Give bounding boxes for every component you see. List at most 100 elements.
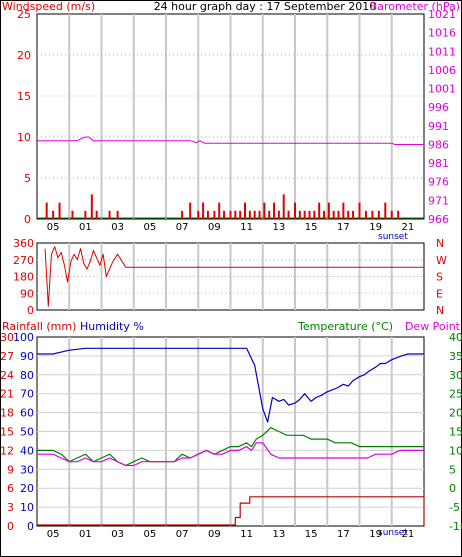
temperature-axis-label: Temperature (°C): [297, 320, 393, 333]
p3-x-tick-label-4: 07: [176, 529, 189, 540]
humidity-tick-6: 40: [20, 444, 34, 457]
p1-x-tick-label-6: 11: [240, 222, 253, 233]
p3-x-tick-label-0: 05: [47, 529, 60, 540]
barometer-tick-986: 986: [428, 138, 449, 151]
p1-x-tick-label-9: 17: [337, 222, 350, 233]
temperature-tick-9: -5: [449, 501, 460, 514]
temperature-tick-10: -10: [449, 520, 462, 533]
direction-tick-180: 180: [13, 271, 34, 284]
temperature-tick-6: 10: [449, 444, 462, 457]
rain-humidity-temperature-panel: Rainfall (mm) Humidity % Temperature (°C…: [0, 320, 462, 540]
humidity-tick-1: 90: [20, 350, 34, 363]
rain-tick-10: 0: [7, 520, 14, 533]
compass-label-3: E: [436, 287, 443, 300]
barometer-tick-981: 981: [428, 157, 449, 170]
windspeed-tick-15: 15: [17, 90, 31, 103]
temperature-tick-4: 20: [449, 407, 462, 420]
rain-tick-2: 24: [0, 369, 14, 382]
windspeed-tick-10: 10: [17, 131, 31, 144]
barometer-line: [37, 136, 424, 145]
rain-tick-7: 9: [7, 463, 14, 476]
p3-x-tick-label-7: 13: [273, 529, 286, 540]
compass-label-1: W: [436, 254, 447, 267]
barometer-tick-991: 991: [428, 120, 449, 133]
rain-tick-3: 21: [0, 388, 14, 401]
wind-direction-panel: 360 N 270 W 180 S 90 E 0 N: [13, 237, 447, 317]
p3-x-tick-label-8: 15: [305, 529, 318, 540]
humidity-tick-7: 30: [20, 463, 34, 476]
p1-x-tick-label-11: 21: [402, 222, 415, 233]
dewpoint-axis-label: Dew Point: [405, 320, 461, 333]
humidity-tick-2: 80: [20, 369, 34, 382]
humidity-tick-8: 20: [20, 482, 34, 495]
direction-tick-90: 90: [20, 287, 34, 300]
humidity-tick-3: 70: [20, 388, 34, 401]
p1-x-tick-label-10: 19: [369, 222, 382, 233]
compass-label-0: N: [436, 237, 444, 250]
windspeed-tick-0: 0: [24, 213, 31, 226]
humidity-axis-label: Humidity %: [80, 320, 144, 333]
barometer-tick-1001: 1001: [428, 83, 456, 96]
compass-label-2: S: [436, 271, 443, 284]
humidity-line: [37, 347, 424, 423]
p1-x-tick-label-1: 01: [79, 222, 92, 233]
windspeed-axis-label: Windspeed (m/s): [2, 0, 95, 13]
windspeed-tick-5: 5: [24, 172, 31, 185]
temperature-line: [37, 427, 424, 467]
p3-x-tick-label-3: 05: [144, 529, 157, 540]
direction-tick-360: 360: [13, 237, 34, 250]
barometer-tick-1021: 1021: [428, 8, 456, 21]
temperature-tick-0: 40: [449, 331, 462, 344]
rain-tick-8: 6: [7, 482, 14, 495]
rain-tick-4: 18: [0, 407, 14, 420]
humidity-tick-0: 100: [13, 331, 34, 344]
p1-x-tick-label-2: 03: [111, 222, 124, 233]
barometer-tick-971: 971: [428, 194, 449, 207]
humidity-tick-9: 10: [20, 501, 34, 514]
temperature-tick-3: 25: [449, 388, 462, 401]
p3-x-tick-label-2: 03: [111, 529, 124, 540]
compass-label-4: N: [436, 304, 444, 317]
temperature-tick-1: 35: [449, 350, 462, 363]
rain-tick-0: 30: [0, 331, 14, 344]
barometer-axis-label: Barometer (hPa): [370, 0, 460, 13]
barometer-tick-1006: 1006: [428, 64, 456, 77]
wind-direction-line: [44, 246, 424, 307]
p1-x-tick-label-7: 13: [273, 222, 286, 233]
temperature-tick-8: 0: [449, 482, 456, 495]
chart-title: 24 hour graph day : 17 September 2010: [154, 0, 377, 13]
rain-tick-1: 27: [0, 350, 14, 363]
p1-x-tick-label-0: 05: [47, 222, 60, 233]
sunset-label-bottom: sunset: [378, 528, 408, 538]
p1-x-tick-label-8: 15: [305, 222, 318, 233]
humidity-tick-4: 60: [20, 407, 34, 420]
temperature-tick-5: 15: [449, 426, 462, 439]
barometer-tick-996: 996: [428, 101, 449, 114]
p3-x-tick-label-11: 21: [402, 529, 415, 540]
temperature-tick-2: 30: [449, 369, 462, 382]
rain-tick-6: 12: [0, 444, 14, 457]
p1-x-tick-label-4: 07: [176, 222, 189, 233]
barometer-tick-966: 966: [428, 213, 449, 226]
p3-x-tick-label-10: 19: [369, 529, 382, 540]
barometer-tick-1016: 1016: [428, 27, 456, 40]
p1-x-tick-label-3: 05: [144, 222, 157, 233]
wind-barometer-panel: Windspeed (m/s) 24 hour graph day : 17 S…: [2, 0, 460, 242]
p3-x-tick-label-9: 17: [337, 529, 350, 540]
p3-x-tick-label-5: 09: [208, 529, 221, 540]
p1-x-tick-label-5: 09: [208, 222, 221, 233]
dewpoint-line: [37, 442, 424, 467]
rainfall-axis-label: Rainfall (mm): [2, 320, 76, 333]
rainfall-line: [37, 496, 425, 526]
direction-tick-270: 270: [13, 254, 34, 267]
barometer-tick-976: 976: [428, 176, 449, 189]
windspeed-tick-20: 20: [17, 49, 31, 62]
sunset-label: sunset: [378, 232, 408, 242]
p3-x-tick-label-1: 01: [79, 529, 92, 540]
temperature-tick-7: 5: [449, 463, 456, 476]
rain-tick-9: 3: [7, 501, 14, 514]
p3-x-tick-label-6: 11: [240, 529, 253, 540]
rain-tick-5: 15: [0, 426, 14, 439]
humidity-tick-10: 0: [27, 520, 34, 533]
